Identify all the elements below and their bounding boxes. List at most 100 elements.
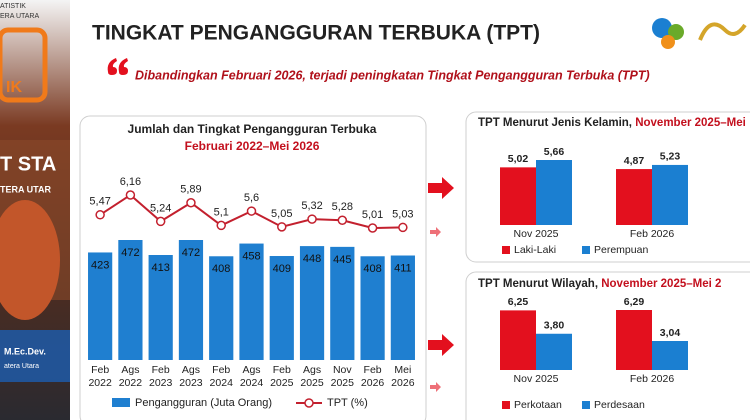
- quote: Dibandingkan Februari 2026, terjadi peni…: [135, 68, 650, 82]
- legend-marker: [304, 398, 314, 408]
- data-label: 458: [242, 250, 260, 262]
- x-tick-label: Ags: [303, 364, 321, 376]
- x-tick-label: 2024: [240, 377, 264, 389]
- line-point: [95, 210, 105, 220]
- data-label: 5,05: [271, 208, 292, 220]
- legend-label: Perkotaan: [514, 399, 562, 411]
- video-text: IK: [6, 79, 22, 96]
- x-tick-label: Mei: [394, 364, 411, 376]
- video-text: M.Ec.Dev.: [4, 346, 46, 356]
- data-label: 5,03: [392, 208, 413, 220]
- video-text: T STA: [0, 153, 56, 175]
- bar: [209, 256, 234, 360]
- data-label: 448: [303, 253, 321, 265]
- x-tick-label: 2023: [149, 377, 173, 389]
- video-text: ATISTIK: [0, 3, 26, 10]
- legend-label: Perdesaan: [594, 399, 645, 411]
- line-point: [277, 222, 287, 232]
- x-tick-label: 2023: [179, 377, 203, 389]
- x-tick-label: 2024: [210, 377, 234, 389]
- bar: [360, 256, 385, 360]
- data-label: 5,6: [244, 192, 259, 204]
- chart-title: TPT Menurut Jenis Kelamin, November 2025…: [478, 117, 746, 129]
- bar: [118, 240, 143, 360]
- x-tick-label: 2022: [119, 377, 143, 389]
- data-label: 5,23: [660, 151, 681, 163]
- x-tick-label: 2025: [270, 377, 294, 389]
- name-banner: [0, 330, 70, 382]
- data-label: 5,89: [180, 184, 201, 196]
- line-point: [216, 220, 226, 231]
- bar: [500, 310, 536, 370]
- x-tick-label: Feb: [273, 364, 291, 376]
- legend-swatch: [582, 401, 590, 409]
- line-point: [398, 222, 408, 233]
- line-point: [155, 216, 166, 227]
- bar: [536, 333, 572, 370]
- chart-title-text: TPT Menurut Wilayah,: [478, 278, 601, 290]
- video-text: TERA UTAR: [0, 184, 51, 194]
- chart-title: TPT Menurut Wilayah, November 2025–Mei 2: [478, 278, 721, 290]
- x-tick-label: 2026: [361, 377, 385, 389]
- video-text: atera Utara: [4, 363, 39, 370]
- x-tick-label: Ags: [182, 364, 200, 376]
- data-label: 5,24: [150, 202, 171, 214]
- bar: [88, 252, 113, 360]
- line-point: [337, 215, 348, 226]
- x-tick-label: 2022: [88, 377, 112, 389]
- x-tick-label: Feb: [91, 364, 109, 376]
- bar: [390, 255, 415, 360]
- video-text: ERA UTARA: [0, 13, 39, 20]
- bar: [500, 167, 536, 225]
- data-label: 423: [91, 259, 109, 271]
- logos: [652, 18, 747, 49]
- video-logo: [0, 27, 48, 103]
- data-label: 4,87: [624, 155, 645, 167]
- chart-subtitle: Februari 2022–Mei 2026: [185, 139, 320, 153]
- data-label: 413: [152, 262, 170, 274]
- bar: [652, 341, 688, 370]
- bar: [330, 246, 355, 360]
- x-tick-label: Ags: [242, 364, 260, 376]
- data-label: 408: [363, 263, 381, 275]
- x-tick-label: Feb 2026: [630, 228, 675, 240]
- x-tick-label: Nov 2025: [514, 228, 559, 240]
- data-label: 3,80: [544, 320, 565, 332]
- legend-label: Perempuan: [594, 244, 648, 256]
- x-tick-label: Feb 2026: [630, 373, 675, 385]
- data-label: 5,01: [362, 209, 383, 221]
- line-point: [246, 206, 257, 216]
- data-label: 472: [182, 247, 200, 259]
- arrows: [428, 177, 454, 392]
- data-label: 445: [333, 254, 351, 266]
- data-label: 3,04: [660, 327, 681, 339]
- legend-label: Laki-Laki: [514, 244, 556, 256]
- data-label: 5,1: [214, 206, 229, 218]
- data-label: 408: [212, 263, 230, 275]
- line-point: [186, 197, 196, 208]
- data-label: 5,28: [332, 201, 353, 213]
- x-tick-label: Nov: [333, 364, 352, 376]
- x-tick-label: Feb: [152, 364, 170, 376]
- x-tick-label: 2025: [300, 377, 324, 389]
- data-label: 5,66: [544, 146, 565, 158]
- bar: [616, 169, 652, 225]
- data-label: 6,16: [120, 176, 141, 188]
- x-tick-label: 2026: [391, 377, 415, 389]
- legend-label: TPT (%): [327, 397, 368, 409]
- x-tick-label: Ags: [121, 364, 139, 376]
- x-tick-label: Nov 2025: [514, 373, 559, 385]
- legend-swatch: [112, 398, 130, 407]
- chart-title-period: November 2025–Mei: [635, 117, 746, 129]
- data-label: 5,02: [508, 153, 529, 165]
- bar: [148, 255, 173, 360]
- chart-title: Jumlah dan Tingkat Pengangguran Terbuka: [128, 122, 377, 136]
- x-tick-label: Feb: [212, 364, 230, 376]
- data-label: 472: [121, 247, 139, 259]
- legend-swatch: [502, 246, 510, 254]
- bar: [536, 160, 572, 225]
- quote-mark: [107, 58, 128, 75]
- speaker: [0, 200, 60, 320]
